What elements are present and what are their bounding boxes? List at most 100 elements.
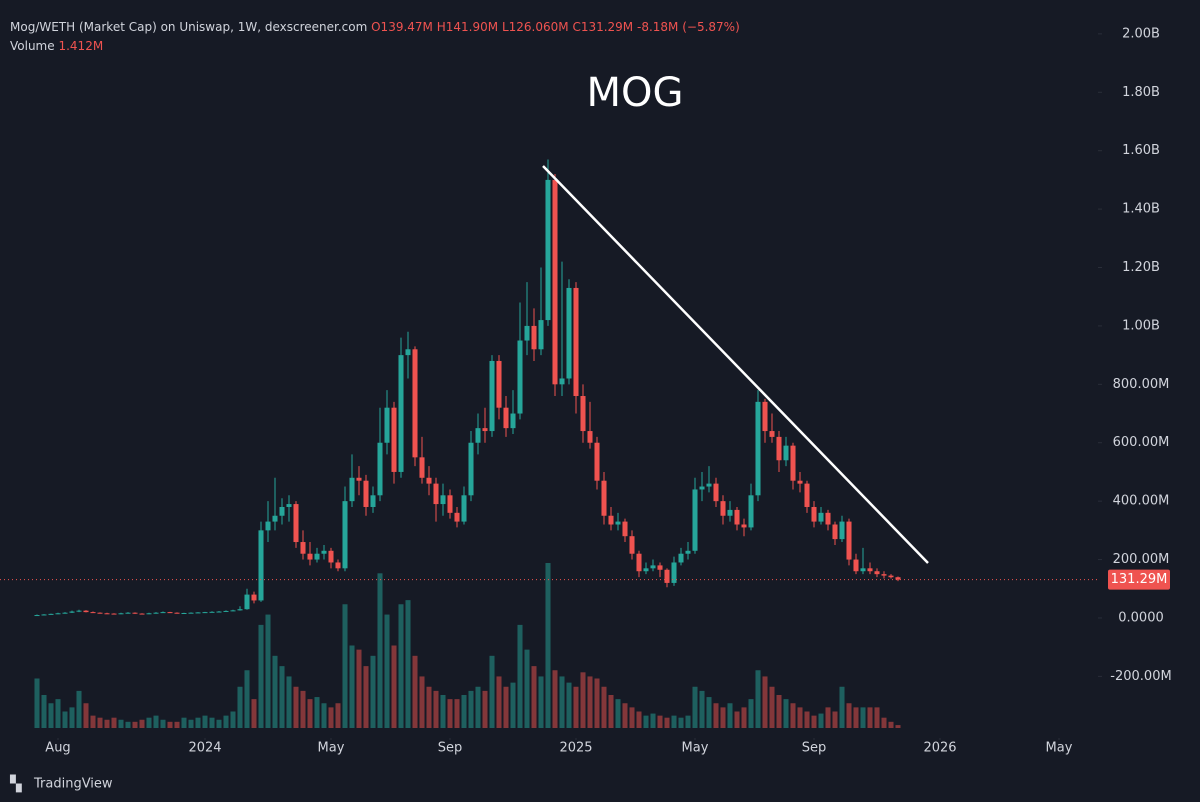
candle-body bbox=[391, 407, 397, 472]
candle-body bbox=[237, 609, 243, 611]
volume-bar bbox=[62, 711, 68, 728]
volume-bar bbox=[335, 703, 341, 728]
candle-body bbox=[629, 536, 635, 554]
candle-body bbox=[580, 396, 586, 432]
x-tick-label: May bbox=[318, 741, 345, 756]
candle-body bbox=[202, 612, 208, 614]
volume-bar bbox=[818, 713, 824, 728]
candle-body bbox=[398, 355, 404, 472]
candle-body bbox=[293, 504, 299, 543]
chart-title: MOG bbox=[587, 70, 684, 116]
candle-body bbox=[384, 407, 390, 443]
candle-body bbox=[419, 457, 425, 478]
volume-bar bbox=[874, 707, 880, 728]
volume-bar bbox=[804, 711, 810, 728]
candle-body bbox=[524, 325, 530, 341]
candle-body bbox=[853, 559, 859, 572]
volume-bar bbox=[881, 717, 887, 728]
volume-bar bbox=[594, 678, 600, 728]
candle-body bbox=[804, 483, 810, 507]
candle-body bbox=[181, 612, 187, 614]
candle-body bbox=[671, 562, 677, 583]
volume-bar bbox=[559, 676, 565, 728]
volume-bar bbox=[482, 690, 488, 728]
volume-bar bbox=[419, 676, 425, 728]
volume-bar bbox=[720, 707, 726, 728]
volume-bar bbox=[447, 699, 453, 728]
volume-bar bbox=[769, 686, 775, 728]
candle-body bbox=[685, 550, 691, 554]
volume-bar bbox=[202, 715, 208, 728]
candle-body bbox=[776, 436, 782, 461]
candle-body bbox=[83, 610, 89, 613]
volume-bar bbox=[545, 563, 551, 728]
volume-bar bbox=[426, 686, 432, 728]
candle-body bbox=[188, 612, 194, 614]
candle-body bbox=[622, 521, 628, 537]
volume-label: Volume bbox=[10, 39, 55, 53]
volume-bar bbox=[629, 707, 635, 728]
header: Mog/WETH (Market Cap) on Uniswap, 1W, de… bbox=[10, 20, 740, 34]
x-tick-label: May bbox=[1046, 741, 1073, 756]
volume-bar bbox=[181, 717, 187, 728]
volume-bar bbox=[755, 670, 761, 728]
volume-bar bbox=[580, 672, 586, 728]
candle-body bbox=[643, 568, 649, 572]
candle-body bbox=[461, 495, 467, 522]
candle-body bbox=[888, 575, 894, 578]
last-price-label: 131.29M bbox=[1111, 572, 1168, 587]
volume-bar bbox=[167, 721, 173, 728]
candle-body bbox=[41, 614, 47, 616]
volume-bar bbox=[69, 707, 75, 728]
candle-body bbox=[174, 612, 180, 614]
candle-body bbox=[279, 506, 285, 516]
candle-body bbox=[713, 483, 719, 502]
volume-header: Volume 1.412M bbox=[10, 39, 103, 53]
candle-body bbox=[167, 612, 173, 614]
y-tick-label: 1.20B bbox=[1122, 260, 1160, 275]
candle-body bbox=[111, 613, 117, 615]
volume-bar bbox=[503, 686, 509, 728]
candle-body bbox=[321, 550, 327, 554]
x-tick-label: 2026 bbox=[923, 741, 956, 756]
candle-body bbox=[440, 495, 446, 505]
volume-bar bbox=[685, 715, 691, 728]
volume-bar bbox=[664, 717, 670, 728]
volume-bar bbox=[223, 715, 229, 728]
volume-bar bbox=[853, 707, 859, 728]
volume-bar bbox=[762, 676, 768, 728]
candle-body bbox=[797, 480, 803, 484]
volume-bar bbox=[111, 717, 117, 728]
candle-body bbox=[342, 501, 348, 569]
x-tick-label: 2025 bbox=[559, 741, 592, 756]
candle-body bbox=[335, 562, 341, 569]
volume-bar bbox=[797, 707, 803, 728]
candle-body bbox=[811, 506, 817, 522]
candle-body bbox=[538, 320, 544, 350]
volume-bar bbox=[237, 686, 243, 728]
volume-bar bbox=[293, 686, 299, 728]
candle-body bbox=[706, 483, 712, 487]
y-tick-label: -200.00M bbox=[1110, 669, 1171, 684]
x-tick-label: Sep bbox=[438, 741, 463, 756]
volume-bar bbox=[643, 715, 649, 728]
volume-bar bbox=[573, 686, 579, 728]
volume-bar bbox=[97, 717, 103, 728]
volume-bar bbox=[153, 715, 159, 728]
volume-bar bbox=[454, 699, 460, 728]
volume-bar bbox=[328, 707, 334, 728]
volume-bar bbox=[657, 715, 663, 728]
candle-body bbox=[349, 477, 355, 502]
volume-bar bbox=[391, 645, 397, 728]
y-tick-label: 800.00M bbox=[1113, 377, 1170, 392]
volume-bar bbox=[349, 645, 355, 728]
candle-body bbox=[363, 480, 369, 507]
candle-body bbox=[846, 521, 852, 560]
candle-body bbox=[300, 542, 306, 554]
volume-bar bbox=[356, 649, 362, 728]
volume-bar bbox=[622, 703, 628, 728]
brand-logo: ▚ bbox=[9, 775, 22, 793]
volume-bar bbox=[321, 703, 327, 728]
